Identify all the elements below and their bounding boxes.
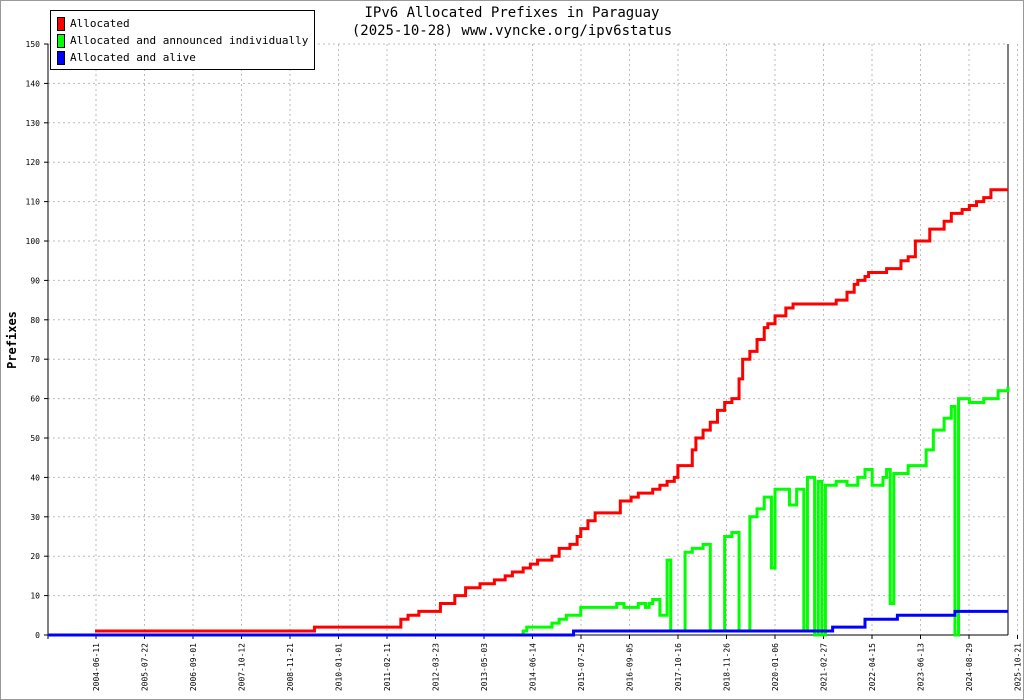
x-tick-label: 2018-11-26 [723, 643, 732, 691]
x-tick-label: 2015-07-25 [577, 643, 586, 691]
y-tick-label: 100 [26, 237, 41, 246]
legend-swatch [57, 33, 65, 48]
y-tick-label: 10 [30, 592, 40, 601]
legend-item-allocated: Allocated [57, 15, 308, 32]
series-line-2 [48, 609, 1008, 637]
y-tick-label: 50 [30, 434, 40, 443]
y-tick-label: 20 [30, 552, 40, 561]
x-tick-label: 2016-09-05 [626, 643, 635, 691]
legend: Allocated Allocated and announced indivi… [50, 10, 316, 70]
legend-label: Allocated [70, 17, 130, 30]
legend-item-alive: Allocated and alive [57, 49, 308, 66]
x-tick-label: 2013-05-03 [480, 643, 489, 691]
y-tick-label: 140 [26, 79, 41, 88]
y-tick-label: 60 [30, 395, 40, 404]
x-tick-label: 2017-10-16 [674, 643, 683, 691]
y-tick-label: 150 [26, 40, 41, 49]
series-line-1 [48, 386, 1010, 637]
legend-swatch [57, 50, 65, 65]
x-tick-label: 2022-04-15 [868, 643, 877, 691]
y-tick-label: 40 [30, 473, 40, 482]
chart-title-block: IPv6 Allocated Prefixes in Paraguay (202… [0, 4, 1024, 40]
x-tick-label: 2025-10-21 [1014, 643, 1023, 691]
x-tick-label: 2005-07-22 [141, 643, 150, 691]
legend-label: Allocated and alive [70, 51, 196, 64]
y-tick-label: 30 [30, 513, 40, 522]
x-tick-label: 2008-11-21 [286, 643, 295, 691]
y-tick-label: 120 [26, 158, 41, 167]
y-tick-label: 70 [30, 355, 40, 364]
series-line-0 [94, 188, 1008, 633]
x-tick-label: 2007-10-12 [238, 643, 247, 691]
x-tick-label: 2011-02-11 [383, 643, 392, 691]
chart-title: IPv6 Allocated Prefixes in Paraguay [364, 5, 660, 21]
y-axis-label: Prefixes [5, 311, 19, 369]
x-tick-label: 2006-09-01 [189, 643, 198, 691]
y-tick-label: 90 [30, 276, 40, 285]
y-tick-label: 130 [26, 119, 41, 128]
x-tick-label: 2023-06-13 [917, 643, 926, 691]
x-tick-label: 2021-02-27 [820, 643, 829, 691]
x-tick-label: 2010-01-01 [335, 643, 344, 691]
x-tick-label: 2024-08-29 [965, 643, 974, 691]
y-tick-label: 0 [35, 631, 40, 640]
y-tick-label: 80 [30, 316, 40, 325]
legend-item-announced: Allocated and announced individually [57, 32, 308, 49]
legend-label: Allocated and announced individually [70, 34, 309, 47]
y-tick-label: 110 [26, 198, 41, 207]
chart-subtitle: (2025-10-28) www.vyncke.org/ipv6status [351, 23, 673, 39]
x-tick-label: 2020-01-06 [771, 643, 780, 691]
x-tick-label: 2014-06-14 [529, 643, 538, 691]
legend-swatch [57, 16, 65, 31]
x-tick-label: 2004-06-11 [92, 643, 101, 691]
x-tick-label: 2012-03-23 [432, 643, 441, 691]
